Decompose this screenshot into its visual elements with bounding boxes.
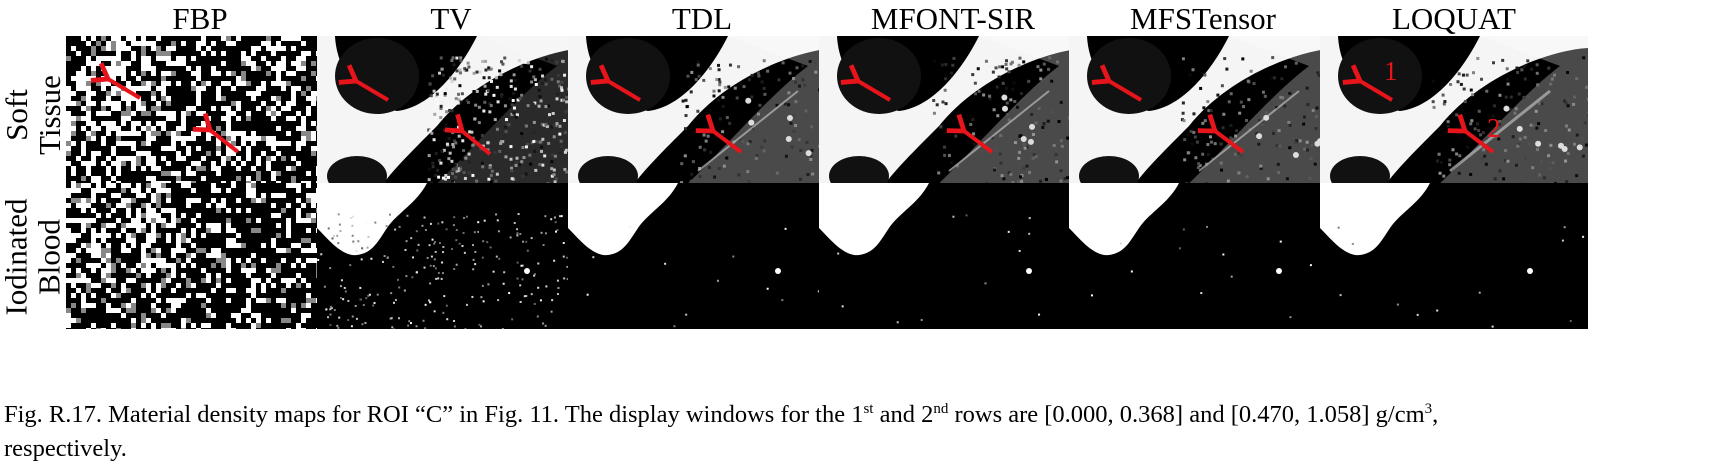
figure-caption: Fig. R.17. Material density maps for ROI…: [4, 400, 1439, 462]
column-label-loquat: LOQUAT: [1392, 1, 1516, 36]
panel-soft-tissue-tdl: [568, 36, 836, 193]
column-label-mfont-sir: MFONT-SIR: [870, 1, 1036, 36]
column-label-mfstensor: MFSTensor: [1130, 1, 1276, 36]
panel-iodinated-blood-loquat: [1320, 183, 1588, 329]
panel-iodinated-blood-mfont-sir: [819, 183, 1087, 329]
arrow-label-1: 1: [1384, 56, 1398, 86]
arrow-label-2: 2: [1487, 113, 1501, 143]
panel-iodinated-blood-tdl: [568, 183, 836, 329]
column-label-tdl: TDL: [671, 1, 733, 36]
panel-iodinated-blood-fbp: [66, 183, 334, 329]
red-arrows: [90, 62, 1495, 156]
column-label-tv: TV: [430, 1, 472, 36]
panel-iodinated-blood-mfstensor: [1069, 183, 1337, 329]
column-label-fbp: FBP: [172, 1, 228, 36]
panel-iodinated-blood-tv: [317, 183, 585, 329]
